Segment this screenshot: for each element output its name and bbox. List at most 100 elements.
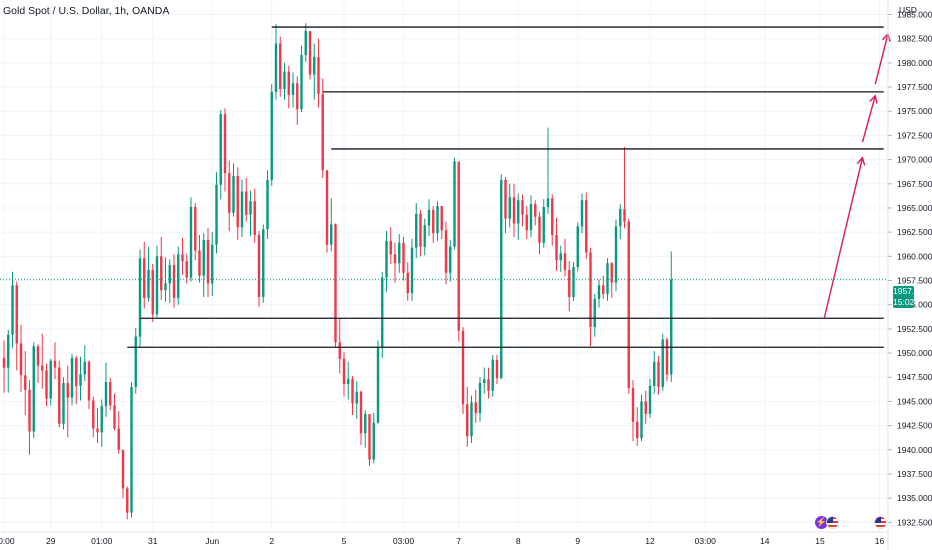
grid <box>0 0 888 532</box>
projection-arrow[interactable] <box>861 94 878 143</box>
candle <box>372 413 375 464</box>
candle <box>41 333 44 389</box>
us-flag-icon[interactable] <box>826 516 839 529</box>
candle <box>270 84 273 186</box>
candle-body <box>296 83 299 110</box>
price-tick-label: 1980.000 <box>897 58 932 68</box>
price-tick-label: 1935.000 <box>897 493 932 503</box>
candle <box>347 361 350 400</box>
candle <box>614 219 618 292</box>
candle <box>291 72 295 108</box>
candle-body <box>121 449 125 489</box>
candle-body <box>355 391 358 404</box>
candle-body <box>385 240 388 278</box>
price-tick-label: 1972.500 <box>897 130 932 140</box>
candle-body <box>359 391 363 434</box>
candle <box>134 327 137 394</box>
candle <box>525 206 528 239</box>
candle <box>466 386 469 447</box>
candle <box>385 231 388 293</box>
candle <box>160 236 163 300</box>
candle <box>453 157 456 250</box>
candle-body <box>7 334 10 368</box>
time-tick-label: 14 <box>760 536 770 546</box>
candle-body <box>534 204 537 217</box>
candle <box>368 413 371 467</box>
candle-body <box>512 197 516 224</box>
candle <box>49 358 52 406</box>
candle-body <box>419 213 422 247</box>
candle <box>470 395 473 444</box>
candle <box>619 204 622 239</box>
candle <box>58 360 61 428</box>
candle <box>381 271 384 358</box>
candle-body <box>87 361 91 401</box>
projection-arrows[interactable] <box>823 32 891 319</box>
candle <box>113 393 116 431</box>
candle-body <box>266 179 269 230</box>
candle <box>70 354 74 406</box>
candle <box>126 486 129 520</box>
candle-body <box>648 385 652 414</box>
candle-body <box>470 402 473 437</box>
candle-body <box>232 176 235 213</box>
candle-body <box>287 71 290 95</box>
price-tick-label: 1955.000 <box>897 300 932 310</box>
candle <box>636 407 639 446</box>
candle-body <box>389 240 392 255</box>
candle <box>665 337 669 382</box>
candle-body <box>130 386 133 513</box>
candle <box>338 318 341 374</box>
candle <box>606 258 609 301</box>
candle-body <box>262 229 265 297</box>
candle-body <box>189 206 193 278</box>
candle <box>576 222 579 271</box>
time-tick-label: 12 <box>645 536 655 546</box>
candle-body <box>19 343 23 376</box>
candle-body <box>568 269 571 297</box>
candle <box>546 127 550 214</box>
candle <box>308 30 312 80</box>
candle <box>236 167 239 240</box>
candle <box>542 199 545 248</box>
candle <box>92 396 95 438</box>
candle-body <box>606 263 609 295</box>
candle-body <box>291 83 295 95</box>
candle-body <box>325 170 329 245</box>
us-flag-icon[interactable] <box>874 516 887 529</box>
candle-body <box>423 225 426 247</box>
candle-body <box>461 330 465 405</box>
candle <box>389 227 392 265</box>
projection-arrow[interactable] <box>823 156 866 319</box>
key-levels[interactable] <box>0 26 888 348</box>
candle <box>117 411 120 454</box>
candle-body <box>432 209 435 234</box>
candle-body <box>466 404 469 437</box>
candle-body <box>270 91 273 180</box>
candle <box>240 179 244 237</box>
candle-body <box>508 197 511 219</box>
candle-body <box>202 239 205 276</box>
candle <box>206 228 210 297</box>
arrow-head <box>869 94 878 104</box>
candle-body <box>75 357 78 386</box>
candle <box>398 234 401 273</box>
candle <box>109 378 112 411</box>
candle-body <box>28 389 31 432</box>
candle-body <box>32 346 35 432</box>
candle-body <box>546 198 550 207</box>
candle <box>130 382 133 518</box>
candle <box>521 194 524 227</box>
price-tick-label: 1942.500 <box>897 421 932 431</box>
candle <box>87 360 91 410</box>
lightning-icon[interactable]: ⚡ <box>815 516 828 529</box>
candle-body <box>36 346 40 366</box>
candle-body <box>100 406 103 433</box>
candle-body <box>372 422 375 460</box>
candle <box>419 209 422 257</box>
candle-body <box>623 208 626 222</box>
candle-body <box>304 30 307 56</box>
candle-body <box>70 357 74 398</box>
